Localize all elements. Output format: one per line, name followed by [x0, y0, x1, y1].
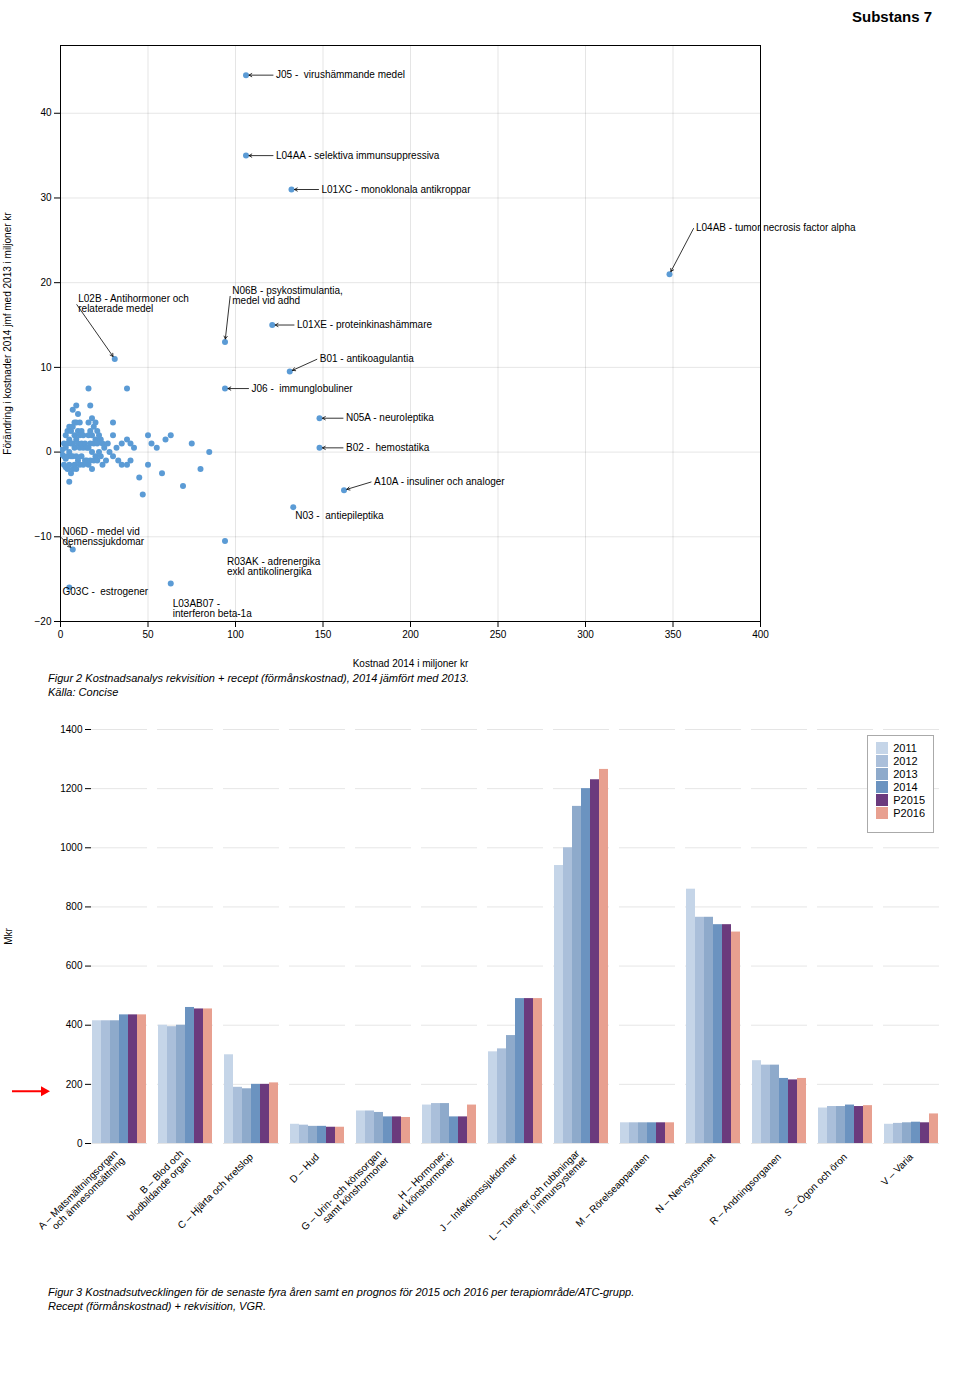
svg-text:R – Andningsorganen: R – Andningsorganen	[707, 1151, 783, 1227]
svg-text:L01XC - monoklonala antikroppa: L01XC - monoklonala antikroppar	[322, 184, 472, 195]
svg-text:0: 0	[46, 446, 52, 457]
html-text:Figur 2 Kostnadsanalys rekvisi: Figur 2 Kostnadsanalys rekvisition + rec…	[48, 672, 469, 684]
html-text:2012: 2012	[893, 755, 918, 767]
svg-text:300: 300	[577, 629, 594, 640]
svg-text:40: 40	[40, 107, 52, 118]
svg-text:Mkr: Mkr	[3, 928, 14, 945]
svg-text:350: 350	[665, 629, 682, 640]
svg-text:V – Varia: V – Varia	[879, 1151, 916, 1188]
svg-text:50: 50	[142, 629, 154, 640]
svg-text:600: 600	[66, 960, 83, 971]
html-text:P2015: P2015	[893, 794, 925, 806]
svg-text:0: 0	[58, 629, 64, 640]
svg-text:800: 800	[66, 901, 83, 912]
svg-text:S – Ögon och öron: S – Ögon och öron	[782, 1151, 849, 1218]
svg-text:1000: 1000	[60, 842, 83, 853]
svg-text:L04AB - tumor necrosis factor: L04AB - tumor necrosis factor alpha	[696, 222, 856, 233]
svg-text:−20: −20	[35, 616, 52, 627]
html-text:Recept (förmånskostnad) + rekv: Recept (förmånskostnad) + rekvisition, V…	[48, 1300, 266, 1312]
svg-text:J06 - immunglobuliner: J06 - immunglobuliner	[252, 383, 354, 394]
svg-text:N03 - antiepileptika: N03 - antiepileptika	[295, 510, 384, 521]
svg-text:A – Matsmältningsorganoch ämne: A – Matsmältningsorganoch ämnesomsättnin…	[36, 1148, 127, 1239]
svg-text:100: 100	[227, 629, 244, 640]
svg-text:L03AB07 -interferon beta-1a: L03AB07 -interferon beta-1a	[173, 598, 252, 619]
svg-text:B – Blod ochblodbildande organ: B – Blod ochblodbildande organ	[118, 1148, 193, 1223]
svg-text:N06B - psykostimulantia,medel: N06B - psykostimulantia,medel vid adhd	[232, 285, 343, 306]
svg-text:J – Infektionssjukdomar: J – Infektionssjukdomar	[437, 1151, 520, 1234]
svg-text:L02B - Antihormoner ochrelater: L02B - Antihormoner ochrelaterade medel	[78, 293, 189, 314]
svg-text:H – Hormoner,exkl könshormoner: H – Hormoner,exkl könshormoner	[382, 1147, 457, 1222]
svg-text:N05A - neuroleptika: N05A - neuroleptika	[346, 412, 434, 423]
svg-text:M – Rörelseapparaten: M – Rörelseapparaten	[573, 1151, 651, 1229]
svg-text:L – Tumörer och rubbningari im: L – Tumörer och rubbningari immunsysteme…	[487, 1147, 589, 1249]
svg-text:1200: 1200	[60, 783, 83, 794]
svg-text:200: 200	[66, 1079, 83, 1090]
svg-text:L04AA - selektiva immunsuppres: L04AA - selektiva immunsuppressiva	[276, 150, 440, 161]
html-text:2011: 2011	[893, 742, 917, 754]
svg-text:400: 400	[66, 1019, 83, 1030]
svg-text:B01 - antikoagulantia: B01 - antikoagulantia	[320, 353, 414, 364]
html-text:2013: 2013	[893, 768, 918, 780]
html-text:Figur 3 Kostnadsutvecklingen f: Figur 3 Kostnadsutvecklingen för de sena…	[48, 1286, 635, 1298]
svg-text:0: 0	[77, 1138, 83, 1149]
svg-text:150: 150	[315, 629, 332, 640]
svg-text:1400: 1400	[60, 724, 83, 735]
svg-text:R03AK - adrenergikaexkl antiko: R03AK - adrenergikaexkl antikolinergika	[227, 556, 321, 577]
svg-text:200: 200	[402, 629, 419, 640]
svg-text:−10: −10	[35, 531, 52, 542]
svg-text:Förändring i kostnader 2014 jm: Förändring i kostnader 2014 jmf med 2013…	[2, 212, 13, 455]
svg-text:G03C - estrogener: G03C - estrogener	[63, 586, 149, 597]
svg-text:Kostnad 2014 i miljoner kr: Kostnad 2014 i miljoner kr	[353, 658, 469, 669]
svg-text:20: 20	[40, 277, 52, 288]
svg-text:B02 - hemostatika: B02 - hemostatika	[346, 442, 430, 453]
svg-text:10: 10	[40, 362, 52, 373]
svg-text:L01XE - proteinkinashämmare: L01XE - proteinkinashämmare	[297, 319, 433, 330]
svg-text:A10A - insuliner och analoger: A10A - insuliner och analoger	[374, 476, 505, 487]
html-text:Källa: Concise: Källa: Concise	[48, 686, 119, 698]
svg-text:30: 30	[40, 192, 52, 203]
html-text:P2016: P2016	[893, 807, 925, 819]
svg-text:G – Urin- och könsorgansamt kö: G – Urin- och könsorgansamt könshormoner	[299, 1147, 391, 1239]
svg-text:C – Hjärta och kretslop: C – Hjärta och kretslop	[175, 1151, 255, 1231]
svg-text:N – Nervsystemet: N – Nervsystemet	[653, 1151, 717, 1215]
svg-text:N06D - medel viddemenssjukdoma: N06D - medel viddemenssjukdomar	[63, 526, 145, 547]
svg-text:250: 250	[490, 629, 507, 640]
html-text:Substans 7: Substans 7	[852, 8, 932, 25]
html-text:2014: 2014	[893, 781, 918, 793]
svg-text:D – Hud: D – Hud	[287, 1151, 321, 1185]
svg-text:400: 400	[752, 629, 769, 640]
svg-text:J05 - virushämmande medel: J05 - virushämmande medel	[276, 69, 405, 80]
